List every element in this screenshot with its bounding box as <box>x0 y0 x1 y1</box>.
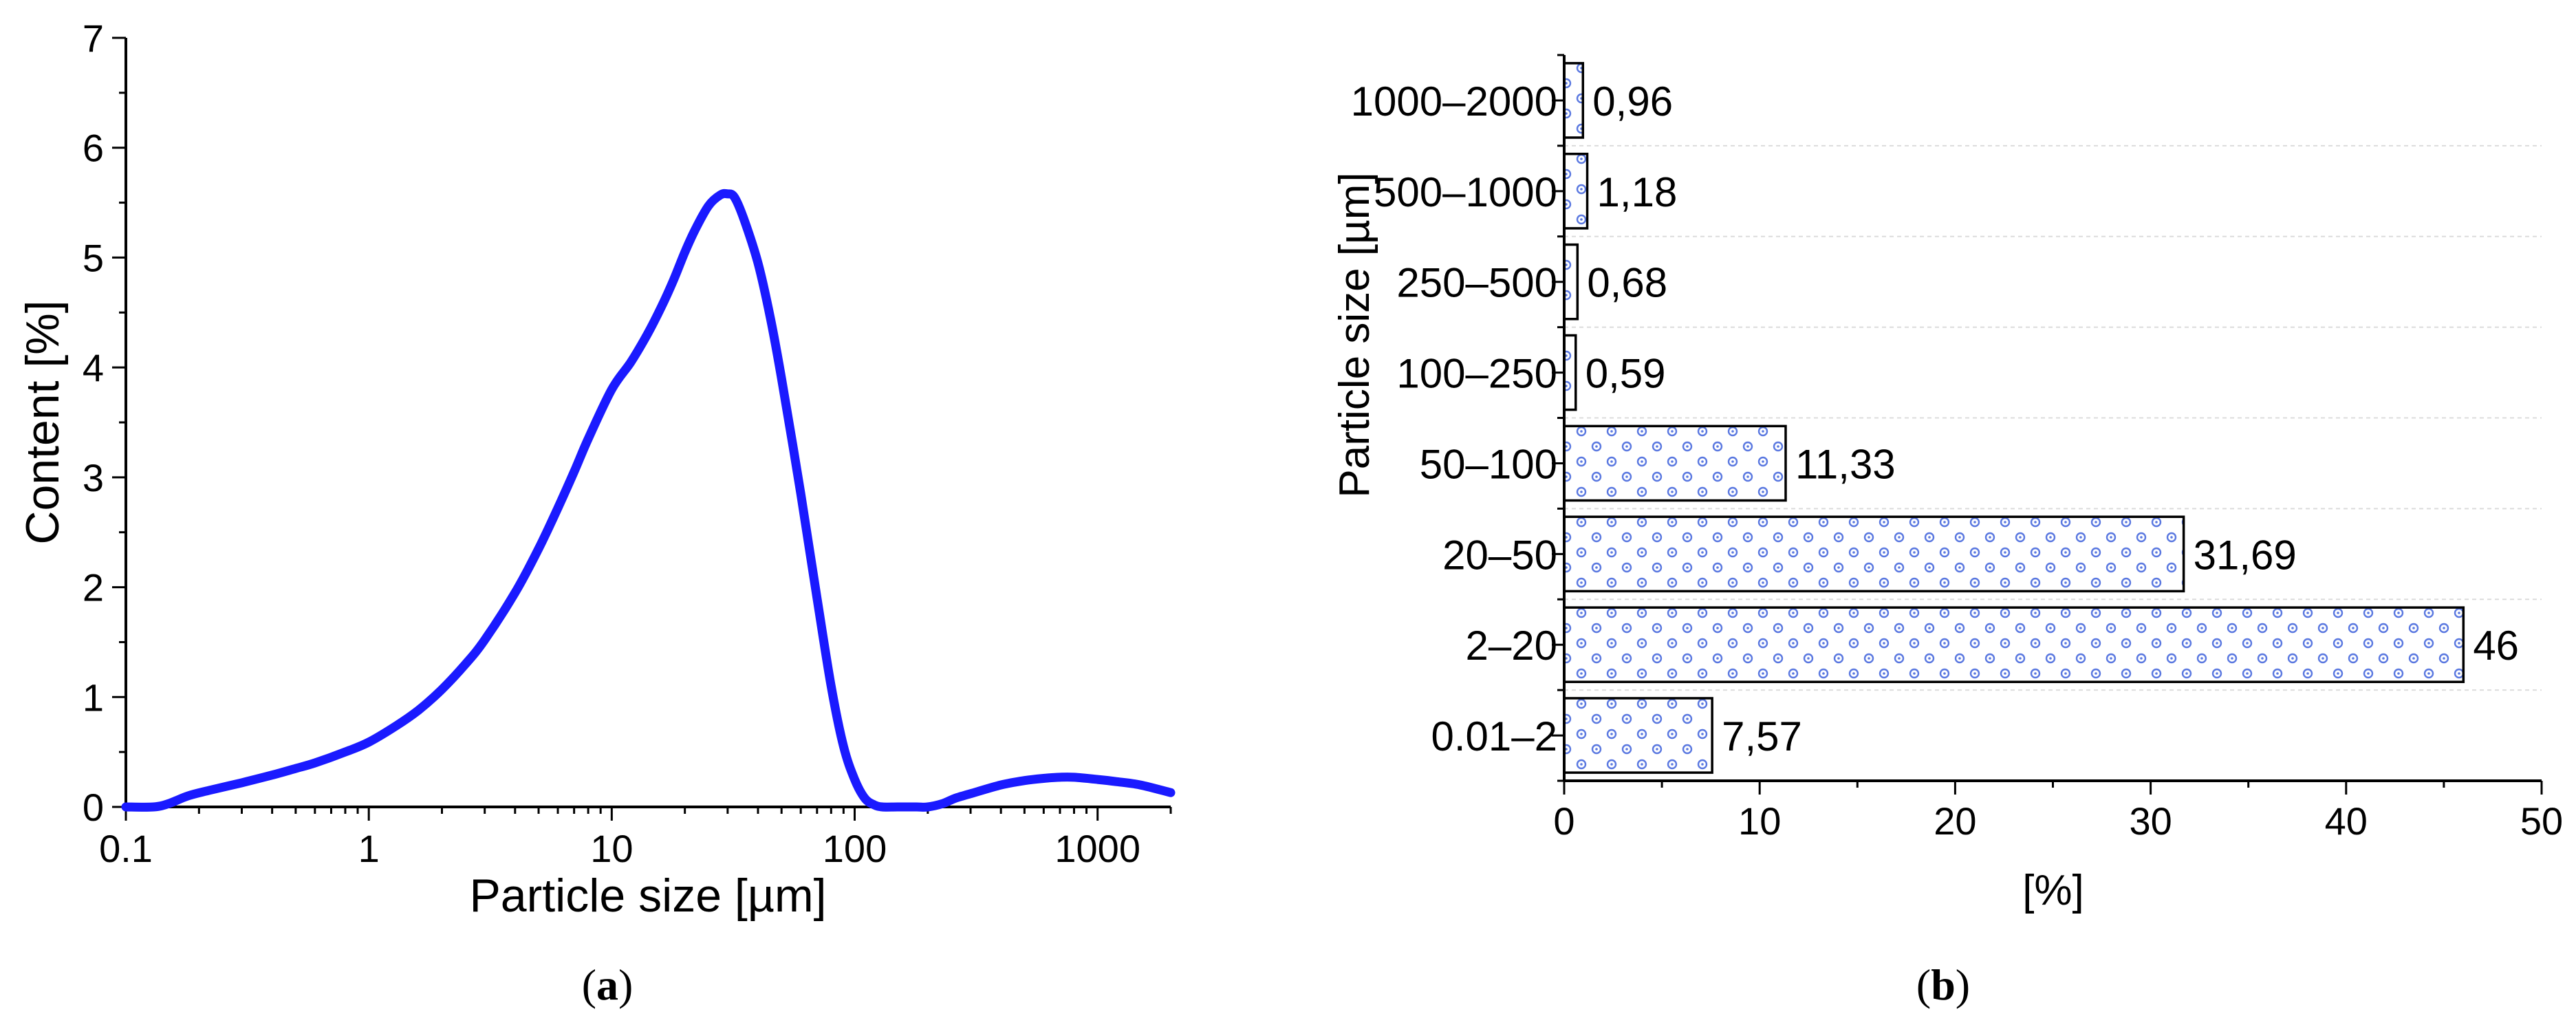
bar-value-label: 1,18 <box>1597 169 1678 215</box>
panel-label-b: (b) <box>1916 960 1971 1009</box>
bar <box>1563 515 2185 593</box>
category-label: 0.01–2 <box>1431 713 1557 759</box>
x-tick-label: 10 <box>1738 799 1781 843</box>
bar <box>1563 243 1579 321</box>
bar <box>1563 697 1713 774</box>
grid-lines <box>1564 144 2542 691</box>
size-fraction-chart: 7,57 46 31,69 11,33 0,59 0,68 1,18 0,96 0.01–2 2… <box>1331 54 2563 914</box>
x-tick-label: 1 <box>358 827 380 870</box>
y-axis-ticks: 0 1 2 3 4 5 6 7 <box>83 17 126 829</box>
x-tick-label: 0 <box>1553 799 1574 843</box>
y-tick-label: 1 <box>83 676 104 719</box>
bar <box>1563 62 1585 139</box>
bar <box>1563 424 1787 502</box>
bar <box>1563 334 1577 411</box>
y-axis-label: Particle size [µm] <box>1331 172 1378 497</box>
category-label: 1000–2000 <box>1351 78 1557 125</box>
y-tick-label: 5 <box>83 236 104 279</box>
x-tick-label: 50 <box>2520 799 2563 843</box>
bar <box>1563 606 2465 684</box>
panel-letter-b: b <box>1931 960 1956 1009</box>
x-axis-label: Particle size [µm] <box>469 870 826 922</box>
bar-value-label: 46 <box>2473 623 2519 669</box>
bar-value-label: 31,69 <box>2194 532 2297 578</box>
y-tick-label: 7 <box>83 17 104 60</box>
x-tick-label: 1000 <box>1054 827 1140 870</box>
x-tick-label: 10 <box>590 827 633 870</box>
y-tick-label: 3 <box>83 456 104 499</box>
y-tick-label: 4 <box>83 346 104 389</box>
x-tick-label: 100 <box>823 827 887 870</box>
category-label: 250–500 <box>1396 260 1557 306</box>
bar-value-label: 0,59 <box>1585 351 1666 397</box>
category-label: 20–50 <box>1442 532 1557 578</box>
y-tick-label: 6 <box>83 127 104 170</box>
category-label: 100–250 <box>1396 351 1557 397</box>
bar-value-label: 11,33 <box>1795 441 1896 487</box>
bar-value-label: 0,96 <box>1592 78 1673 125</box>
x-tick-label: 0.1 <box>99 827 153 870</box>
x-axis-ticks: 0.1 1 10 100 1000 <box>99 807 1172 870</box>
bar-value-label: 7,57 <box>1722 713 1802 759</box>
x-axis-label: [%] <box>2022 867 2084 914</box>
size-distribution-chart: 0 1 2 3 4 5 6 7 0.1 1 10 100 1000 Particle size [µm… <box>17 17 1176 922</box>
panel-label-a: (a) <box>581 960 634 1009</box>
y-axis-ticks: 0.01–2 2–20 20–50 50–100 100–250 250–500 500–1… <box>1351 54 1564 782</box>
bar-value-label: 0,68 <box>1587 260 1667 306</box>
category-label: 2–20 <box>1466 623 1557 669</box>
category-label: 50–100 <box>1420 441 1557 487</box>
y-tick-label: 0 <box>83 786 104 829</box>
bar <box>1563 152 1589 230</box>
y-axis-label: Content [%] <box>17 300 69 544</box>
x-tick-label: 20 <box>1934 799 1976 843</box>
x-tick-label: 30 <box>2129 799 2172 843</box>
bars: 7,57 46 31,69 11,33 0,59 0,68 1,18 0,96 <box>1563 62 2519 774</box>
content-curve <box>121 188 1176 812</box>
x-tick-label: 40 <box>2325 799 2368 843</box>
y-tick-label: 2 <box>83 566 104 609</box>
x-axis-ticks: 0 10 20 30 40 50 <box>1553 781 2563 843</box>
panel-letter-a: a <box>596 960 618 1009</box>
category-label: 500–1000 <box>1374 169 1557 215</box>
